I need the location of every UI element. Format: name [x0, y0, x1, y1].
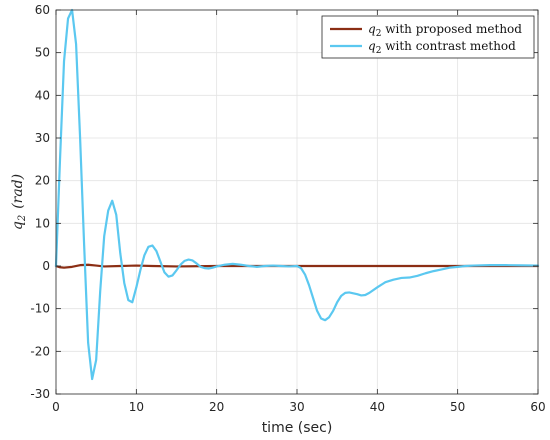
legend-entry-label: q2 with proposed method: [368, 22, 522, 39]
y-tick-label: 0: [42, 259, 50, 273]
series-line-contrast: [54, 8, 540, 381]
series-line-proposed: [54, 263, 540, 269]
x-tick-label: 30: [289, 400, 304, 414]
y-tick-label: 10: [35, 216, 50, 230]
series-layer: [54, 8, 540, 381]
x-tick-label: 50: [450, 400, 465, 414]
ticks: 0 10 20 30 40 50 60 -30 -20 -10 0 10 20 30 40 50 60: [30, 3, 545, 414]
y-tick-label: -30: [30, 387, 50, 401]
y-axis-title-sub: 2: [17, 215, 28, 222]
x-axis-title: time (sec): [262, 420, 333, 436]
y-tick-label: 20: [35, 174, 50, 188]
y-axis-title-var: q: [10, 221, 26, 230]
y-axis-title-unit: (rad): [10, 174, 26, 209]
y-tick-label: 40: [35, 88, 50, 102]
y-tick-label: 30: [35, 131, 50, 145]
legend-entry-label: q2 with contrast method: [368, 39, 516, 56]
x-tick-label: 20: [209, 400, 224, 414]
y-tick-label: 50: [35, 46, 50, 60]
x-tick-label: 60: [530, 400, 545, 414]
x-tick-label: 40: [370, 400, 385, 414]
y-tick-label: -10: [30, 302, 50, 316]
y-axis-title: q2 (rad): [10, 174, 28, 230]
legend-box: [321, 15, 535, 59]
x-tick-label: 10: [129, 400, 144, 414]
y-tick-label: 60: [35, 3, 50, 17]
y-tick-label: -20: [30, 344, 50, 358]
x-tick-label: 0: [52, 400, 60, 414]
